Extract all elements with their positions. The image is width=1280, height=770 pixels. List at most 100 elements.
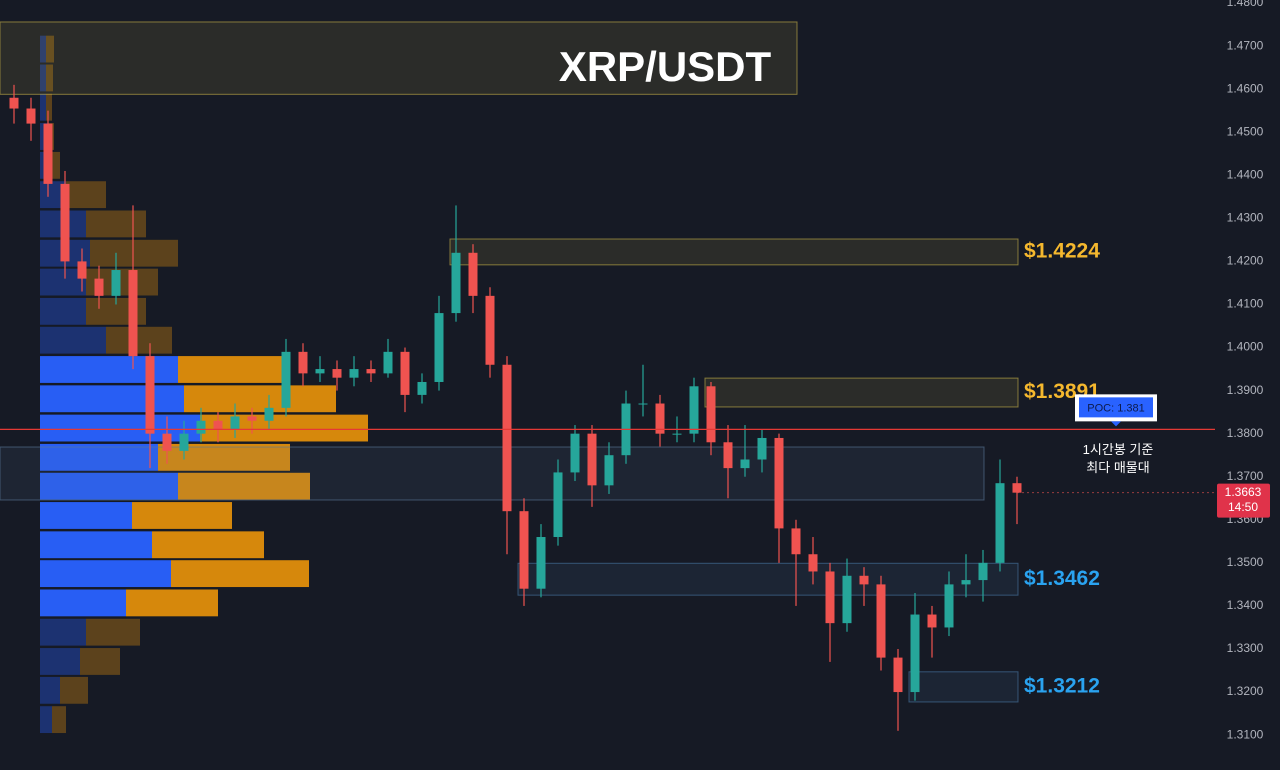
candle-body: [145, 356, 155, 434]
profile-buy: [40, 589, 126, 617]
zone: [908, 671, 1019, 703]
y-tick-label: 1.3500: [1227, 555, 1264, 569]
profile-sell: [66, 181, 106, 209]
candle-body: [910, 614, 920, 693]
candle-body: [1012, 483, 1022, 493]
poc-label: POC: 1.381: [1087, 402, 1144, 414]
candle-body: [808, 554, 818, 572]
candle-body: [60, 183, 70, 262]
profile-sell: [184, 385, 336, 413]
candle-body: [417, 381, 427, 395]
profile-sell: [46, 64, 53, 92]
candle-body: [230, 416, 240, 430]
candle-body: [723, 442, 733, 469]
candle-body: [196, 420, 206, 434]
candle-body: [281, 351, 291, 408]
candle-body: [485, 295, 495, 365]
candle-body: [638, 403, 648, 405]
profile-buy: [40, 326, 106, 354]
candle-body: [315, 369, 325, 374]
profile-sell: [52, 706, 66, 734]
profile-buy: [40, 64, 46, 92]
profile-sell: [86, 210, 146, 238]
candle-body: [842, 575, 852, 624]
profile-sell: [52, 151, 60, 179]
candle-body: [774, 437, 784, 529]
candle-body: [859, 575, 869, 585]
y-tick-label: 1.4400: [1227, 167, 1264, 181]
candle-body: [587, 433, 597, 486]
profile-buy: [40, 472, 178, 500]
profile-sell: [152, 531, 264, 559]
poc-pointer: [1111, 421, 1121, 427]
poc-note: 최다 매물대: [1086, 460, 1149, 475]
profile-sell: [46, 35, 54, 63]
candle-body: [468, 252, 478, 296]
y-tick-label: 1.4500: [1227, 124, 1264, 138]
candles: [9, 84, 1022, 731]
y-tick-label: 1.4700: [1227, 38, 1264, 52]
candle-body: [94, 278, 104, 296]
candle-body: [383, 351, 393, 374]
y-tick-label: 1.3300: [1227, 641, 1264, 655]
candle-body: [162, 433, 172, 451]
profile-buy: [40, 618, 86, 646]
candle-body: [502, 364, 512, 512]
candle-body: [757, 437, 767, 460]
candle-body: [927, 614, 937, 628]
poc-note: 1시간봉 기준: [1083, 442, 1154, 457]
profile-buy: [40, 356, 178, 383]
y-tick-label: 1.3700: [1227, 469, 1264, 483]
y-tick-label: 1.4600: [1227, 81, 1264, 95]
y-tick-label: 1.3100: [1227, 727, 1264, 741]
profile-buy: [40, 706, 52, 734]
profile-buy: [40, 676, 60, 704]
candle-body: [825, 571, 835, 624]
profile-sell: [106, 326, 172, 354]
zone: [0, 446, 985, 501]
candle-body: [128, 270, 138, 357]
profile-sell: [86, 618, 140, 646]
candle-body: [944, 584, 954, 628]
candle-body: [740, 459, 750, 469]
y-tick-label: 1.3800: [1227, 426, 1264, 440]
candle-body: [995, 483, 1005, 563]
candle-body: [111, 270, 121, 296]
zone-label: $1.4224: [1024, 239, 1100, 262]
candle-body: [179, 433, 189, 451]
candle-body: [366, 369, 376, 374]
profile-sell: [80, 648, 120, 675]
profile-sell: [60, 676, 88, 704]
candle-body: [672, 433, 682, 435]
y-tick-label: 1.3200: [1227, 684, 1264, 698]
zone: [449, 238, 1019, 266]
candle-body: [400, 351, 410, 395]
profile-buy: [40, 531, 152, 559]
candle-body: [264, 407, 274, 421]
candle-body: [604, 455, 614, 486]
profile-buy: [40, 93, 46, 121]
candle-body: [536, 537, 546, 589]
profile-buy: [40, 648, 80, 675]
candle-body: [298, 351, 308, 374]
candle-body: [332, 369, 342, 378]
candle-body: [519, 511, 529, 589]
candle-body: [77, 261, 87, 279]
profile-sell: [90, 239, 178, 267]
profile-sell: [200, 414, 368, 442]
candle-body: [43, 123, 53, 184]
profile-sell: [126, 589, 218, 617]
profile-buy: [40, 414, 200, 442]
profile-buy: [40, 560, 171, 588]
candle-body: [349, 369, 359, 378]
profile-buy: [40, 297, 86, 325]
poc-box: [1079, 397, 1153, 418]
candle-body: [570, 433, 580, 473]
zone-label: $1.3462: [1024, 567, 1100, 590]
y-tick-label: 1.4000: [1227, 340, 1264, 354]
profile-sell: [46, 93, 52, 121]
last-price-time: 14:50: [1228, 500, 1258, 514]
candle-body: [689, 386, 699, 434]
